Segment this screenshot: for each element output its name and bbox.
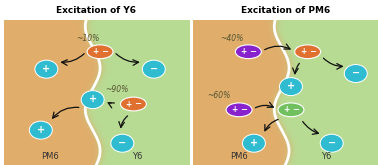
Text: −: − xyxy=(101,47,108,56)
Text: PM6: PM6 xyxy=(41,152,59,161)
Text: −: − xyxy=(135,99,142,109)
Text: +: + xyxy=(287,81,295,91)
Text: Excitation of Y6: Excitation of Y6 xyxy=(56,6,136,15)
Text: PM6: PM6 xyxy=(230,152,248,161)
Text: +: + xyxy=(42,64,50,74)
Text: +: + xyxy=(240,47,247,56)
Ellipse shape xyxy=(87,45,113,59)
Text: +: + xyxy=(88,94,97,104)
Circle shape xyxy=(143,60,165,78)
Circle shape xyxy=(320,134,343,152)
Text: ~90%: ~90% xyxy=(106,85,129,94)
Circle shape xyxy=(111,134,134,152)
Text: +: + xyxy=(92,47,99,56)
Text: ~40%: ~40% xyxy=(220,34,244,43)
Text: +: + xyxy=(231,105,237,114)
Circle shape xyxy=(81,91,104,109)
Text: Excitation of PM6: Excitation of PM6 xyxy=(241,6,330,15)
Ellipse shape xyxy=(226,103,252,117)
Circle shape xyxy=(29,121,52,139)
Text: −: − xyxy=(309,47,316,56)
Ellipse shape xyxy=(121,97,146,111)
Text: −: − xyxy=(292,105,299,114)
Circle shape xyxy=(242,134,265,152)
Text: −: − xyxy=(240,105,247,114)
Text: +: + xyxy=(283,105,290,114)
Text: +: + xyxy=(300,47,306,56)
Circle shape xyxy=(344,65,367,82)
Text: −: − xyxy=(118,138,126,148)
Text: ~60%: ~60% xyxy=(208,91,231,100)
Text: −: − xyxy=(150,64,158,74)
Circle shape xyxy=(279,78,302,96)
Circle shape xyxy=(35,60,58,78)
Text: Y6: Y6 xyxy=(132,152,143,161)
Text: −: − xyxy=(249,47,257,56)
Text: Y6: Y6 xyxy=(321,152,332,161)
Ellipse shape xyxy=(235,45,261,59)
Text: +: + xyxy=(125,99,132,109)
Ellipse shape xyxy=(278,103,304,117)
Text: −: − xyxy=(352,68,360,78)
Text: −: − xyxy=(328,138,336,148)
Text: ~10%: ~10% xyxy=(76,34,99,43)
Ellipse shape xyxy=(295,45,321,59)
Text: +: + xyxy=(250,138,258,148)
Text: +: + xyxy=(37,125,45,135)
